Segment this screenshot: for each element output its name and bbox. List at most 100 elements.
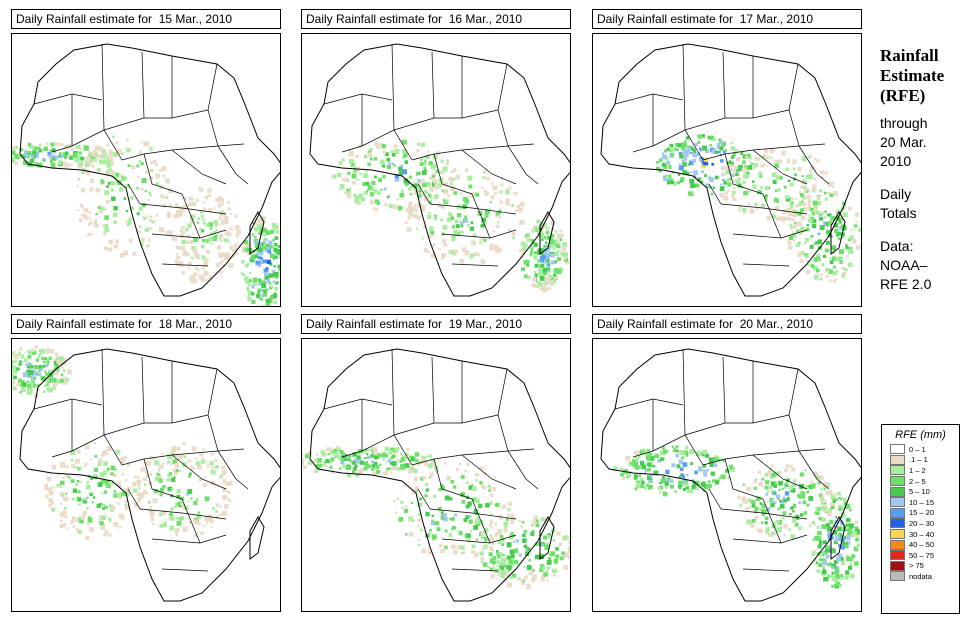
rain-cell (454, 513, 457, 517)
panel-title: Daily Rainfall estimate for 15 Mar., 201… (11, 9, 281, 29)
rain-cell (412, 213, 418, 219)
rain-cell (779, 499, 783, 503)
rain-cell (685, 486, 689, 490)
rain-cell (531, 228, 535, 233)
rain-cell (214, 221, 219, 226)
rain-cell (63, 506, 67, 510)
rain-cell (719, 458, 723, 462)
rain-cell (677, 181, 681, 185)
rain-cell (351, 173, 357, 179)
rain-cell (794, 221, 797, 225)
rain-cell (159, 227, 165, 232)
rain-cell (54, 367, 60, 373)
rain-cell (805, 270, 811, 275)
rain-cell (136, 164, 140, 168)
rain-cell (75, 466, 78, 469)
rain-cell (481, 546, 486, 551)
rain-cell (832, 566, 835, 569)
rain-cell (169, 203, 172, 206)
rain-cell (333, 448, 337, 453)
rain-cell (641, 464, 647, 470)
rain-cell (258, 250, 264, 256)
rain-cell (742, 154, 747, 159)
rain-cell (356, 455, 361, 460)
rain-cell (718, 138, 722, 142)
rain-cell (774, 160, 778, 163)
rain-cell (53, 358, 57, 361)
country-border (139, 508, 227, 520)
rain-cell (821, 495, 824, 499)
rain-cell (260, 293, 264, 298)
legend-item: 30 – 40 (890, 529, 959, 540)
rain-cell (97, 154, 102, 159)
rain-cell (159, 464, 164, 470)
rain-cell (423, 248, 428, 253)
rain-cell (325, 459, 330, 463)
rain-cell (804, 253, 808, 256)
rain-cell (192, 276, 196, 279)
rain-cell (822, 567, 825, 570)
rain-cell (375, 207, 379, 211)
rain-cell (382, 458, 385, 461)
rain-cell (809, 170, 812, 173)
rain-cell (769, 148, 775, 154)
rain-cell (709, 144, 712, 147)
rain-cell (478, 519, 484, 525)
rain-cell (419, 456, 422, 459)
rain-cell (810, 234, 814, 238)
rain-cell (124, 478, 127, 481)
rain-cell (720, 183, 723, 186)
rain-cell (190, 497, 193, 500)
rain-cell (550, 244, 555, 249)
rain-cell (83, 208, 89, 213)
rain-cell (669, 178, 673, 182)
rain-cell (386, 164, 391, 169)
rain-cell (181, 239, 186, 245)
rain-cell (684, 152, 689, 158)
rain-cell (183, 455, 187, 459)
rain-cell (849, 523, 854, 528)
rain-cell (818, 517, 822, 521)
country-border (497, 414, 535, 452)
rain-cell (464, 533, 468, 537)
rain-cell (625, 471, 630, 475)
rain-cell (347, 458, 351, 462)
country-border (151, 534, 227, 544)
rain-cell (500, 183, 504, 186)
rain-cell (705, 183, 710, 188)
rain-cell (89, 492, 93, 497)
rain-cell (825, 490, 830, 495)
rain-cell (703, 473, 707, 477)
rain-cell (197, 511, 201, 514)
country-border (431, 356, 435, 424)
rain-cell (31, 147, 35, 150)
rain-cell (665, 174, 669, 179)
rain-cell (823, 191, 827, 195)
rain-cell (193, 519, 198, 524)
rain-cell (786, 482, 789, 485)
rain-cell (705, 149, 710, 154)
rain-cell (219, 197, 224, 203)
rain-cell (530, 238, 535, 243)
rain-cell (266, 248, 271, 253)
rain-cell (499, 552, 503, 556)
rain-cell (150, 215, 153, 218)
rain-cell (86, 172, 90, 176)
rain-cell (188, 267, 191, 270)
rain-cell (108, 157, 113, 162)
rain-cell (774, 207, 778, 210)
rain-cell (775, 160, 779, 163)
rain-cell (855, 220, 858, 223)
rain-cell (693, 170, 698, 176)
rain-cell (462, 204, 467, 209)
legend-label: > 75 (909, 561, 924, 571)
rain-cell (781, 487, 784, 490)
rain-cell (544, 544, 549, 549)
rain-cell (125, 220, 128, 223)
rain-cell (384, 203, 388, 207)
rain-cell (551, 522, 554, 525)
rain-cell (540, 260, 543, 263)
rain-cell (721, 141, 726, 147)
rain-cell (182, 442, 186, 445)
country-border (391, 348, 395, 436)
